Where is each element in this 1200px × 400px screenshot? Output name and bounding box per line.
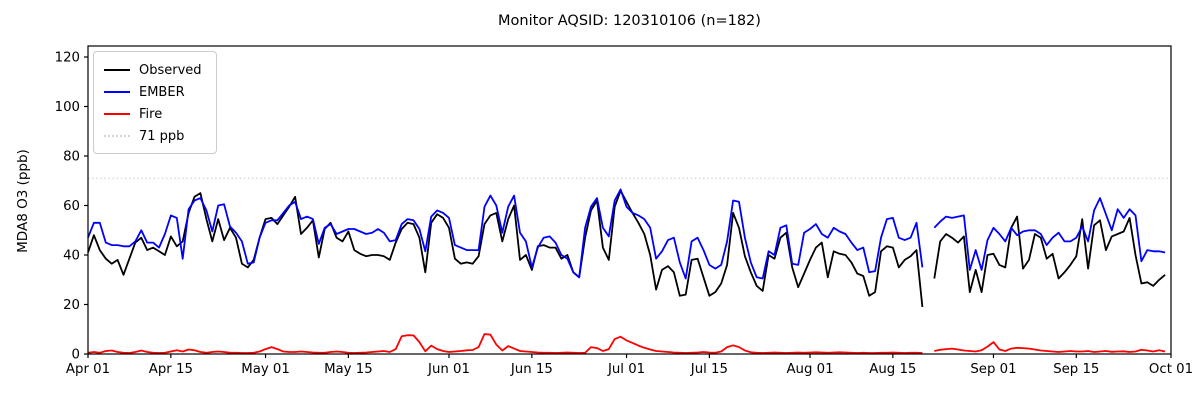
legend-item-threshold: 71 ppb [104, 125, 206, 147]
observed-line-swatch [104, 69, 130, 71]
y-tick-label: 100 [55, 100, 80, 115]
x-tick-label: Aug 15 [869, 362, 916, 377]
x-tick-label: Apr 15 [149, 362, 193, 377]
x-tick-label: Jun 15 [510, 362, 553, 377]
y-axis-label: MDA8 O3 (ppb) [15, 149, 31, 253]
legend-label-threshold: 71 ppb [139, 128, 185, 144]
x-tick-label: Apr 01 [66, 362, 110, 377]
x-tick-label: Jul 15 [690, 362, 728, 377]
x-tick-label: Aug 01 [786, 362, 833, 377]
y-tick-label: 60 [63, 199, 80, 214]
legend-label-ember: EMBER [139, 84, 185, 100]
x-tick-label: Oct 01 [1149, 362, 1193, 377]
axes-box [87, 45, 1172, 355]
y-tick-label: 0 [72, 348, 80, 363]
legend-item-observed: Observed [104, 59, 206, 81]
x-tick-label: Jun 01 [427, 362, 470, 377]
chart-title: Monitor AQSID: 120310106 (n=182) [498, 13, 761, 29]
ember-line [933, 197, 1166, 271]
ember-line-swatch [104, 91, 130, 93]
observed-line [87, 189, 924, 308]
y-tick-label: 120 [55, 51, 80, 66]
x-tick-label: Jul 01 [607, 362, 645, 377]
threshold-line-swatch [104, 135, 130, 137]
legend: Observed EMBER Fire 71 ppb [93, 51, 217, 154]
ember-line [87, 188, 924, 280]
legend-label-fire: Fire [139, 106, 163, 122]
legend-item-ember: EMBER [104, 81, 206, 103]
x-tick-label: Sep 15 [1053, 362, 1099, 377]
x-tick-label: Sep 01 [970, 362, 1016, 377]
legend-label-observed: Observed [139, 62, 202, 78]
fire-line [934, 341, 1166, 353]
x-tick-label: May 15 [324, 362, 373, 377]
y-tick-label: 40 [63, 249, 80, 264]
y-tick-label: 20 [63, 298, 80, 313]
observed-line [933, 215, 1166, 294]
fire-line-swatch [104, 113, 130, 115]
y-tick-label: 80 [63, 150, 80, 165]
fire-line [87, 333, 923, 354]
legend-item-fire: Fire [104, 103, 206, 125]
x-tick-label: May 01 [241, 362, 290, 377]
